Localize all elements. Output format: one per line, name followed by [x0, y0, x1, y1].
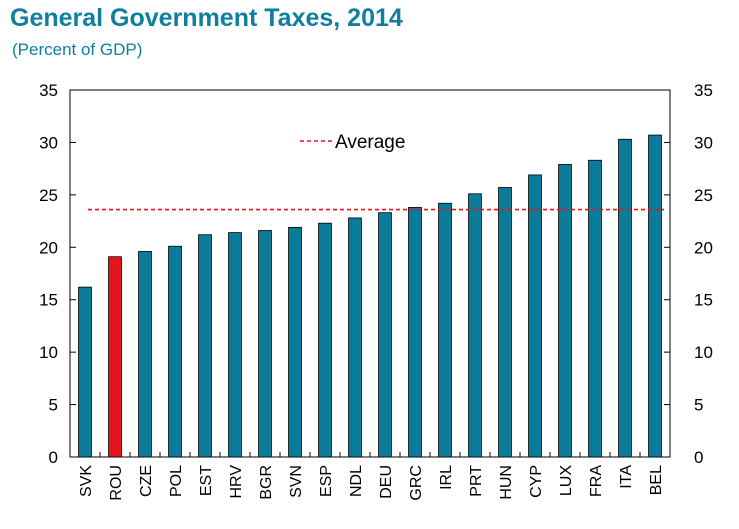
bar-rou — [108, 256, 122, 458]
right-y-axis: 0 5 10 15 20 25 30 35 — [664, 81, 713, 467]
bar-cze — [138, 251, 152, 458]
y-tick-label-right: 25 — [694, 186, 713, 205]
y-tick-label-left: 15 — [39, 291, 58, 310]
bar-pol — [168, 245, 182, 458]
bar-svn — [288, 226, 302, 458]
bar-bel — [648, 134, 662, 458]
bar-grc — [408, 207, 422, 458]
x-tick-label-hrv: HRV — [228, 465, 245, 499]
x-tick-label-cyp: CYP — [528, 465, 545, 498]
x-tick-label-esp: ESP — [318, 465, 335, 497]
bar-esp — [318, 222, 332, 458]
y-tick-label-right: 10 — [694, 343, 713, 362]
bar-est — [198, 234, 212, 458]
x-tick-label-fra: FRA — [588, 465, 605, 497]
y-tick-label-right: 30 — [694, 133, 713, 152]
x-tick-label-ita: ITA — [618, 465, 635, 489]
x-tick-label-pol: POL — [168, 465, 185, 497]
legend-average-label: Average — [335, 132, 405, 153]
x-tick-label-hun: HUN — [498, 465, 515, 500]
bar-ndl — [348, 217, 362, 458]
x-tick-label-deu: DEU — [378, 465, 395, 499]
x-tick-label-lux: LUX — [558, 465, 575, 496]
bar-lux — [558, 164, 572, 458]
y-tick-label-right: 0 — [694, 448, 703, 467]
y-tick-label-right: 15 — [694, 291, 713, 310]
x-tick-label-svk: SVK — [78, 465, 95, 497]
left-y-axis: 0 5 10 15 20 25 30 35 — [39, 81, 76, 467]
y-tick-label-right: 35 — [694, 81, 713, 100]
x-tick-label-rou: ROU — [108, 465, 125, 501]
y-tick-label-right: 5 — [694, 396, 703, 415]
x-axis-labels: SVK ROU CZE POL EST HRV BGR SVN ESP NDL DEU GRC IRL P… — [69, 452, 665, 501]
x-tick-label-irl: IRL — [438, 465, 455, 490]
x-tick-label-grc: GRC — [408, 465, 425, 501]
bar-hun — [498, 187, 512, 458]
y-tick-label-left: 5 — [49, 396, 58, 415]
x-tick-label-bgr: BGR — [258, 465, 275, 500]
bar-fra — [588, 159, 602, 458]
x-tick-label-est: EST — [198, 465, 215, 496]
x-tick-label-ndl: NDL — [348, 465, 365, 497]
x-tick-label-prt: PRT — [468, 465, 485, 497]
y-tick-label-left: 0 — [49, 448, 58, 467]
y-tick-label-left: 35 — [39, 81, 58, 100]
bar-ita — [618, 138, 632, 458]
x-tick-label-cze: CZE — [138, 465, 155, 497]
legend: Average — [300, 132, 405, 153]
y-tick-label-left: 10 — [39, 343, 58, 362]
y-tick-label-right: 20 — [694, 238, 713, 257]
bar-svk — [78, 286, 92, 458]
y-tick-label-left: 20 — [39, 238, 58, 257]
x-tick-label-svn: SVN — [288, 465, 305, 498]
chart-title: General Government Taxes, 2014 — [10, 4, 403, 32]
bar-cyp — [528, 174, 542, 458]
bar-deu — [378, 212, 392, 458]
bar-irl — [438, 202, 452, 458]
bar-bgr — [258, 230, 272, 458]
chart-subtitle: (Percent of GDP) — [12, 40, 143, 59]
bar-prt — [468, 193, 482, 458]
y-tick-label-left: 30 — [39, 133, 58, 152]
y-tick-label-left: 25 — [39, 186, 58, 205]
bars — [78, 134, 662, 458]
x-tick-label-bel: BEL — [648, 465, 665, 495]
bar-hrv — [228, 232, 242, 458]
